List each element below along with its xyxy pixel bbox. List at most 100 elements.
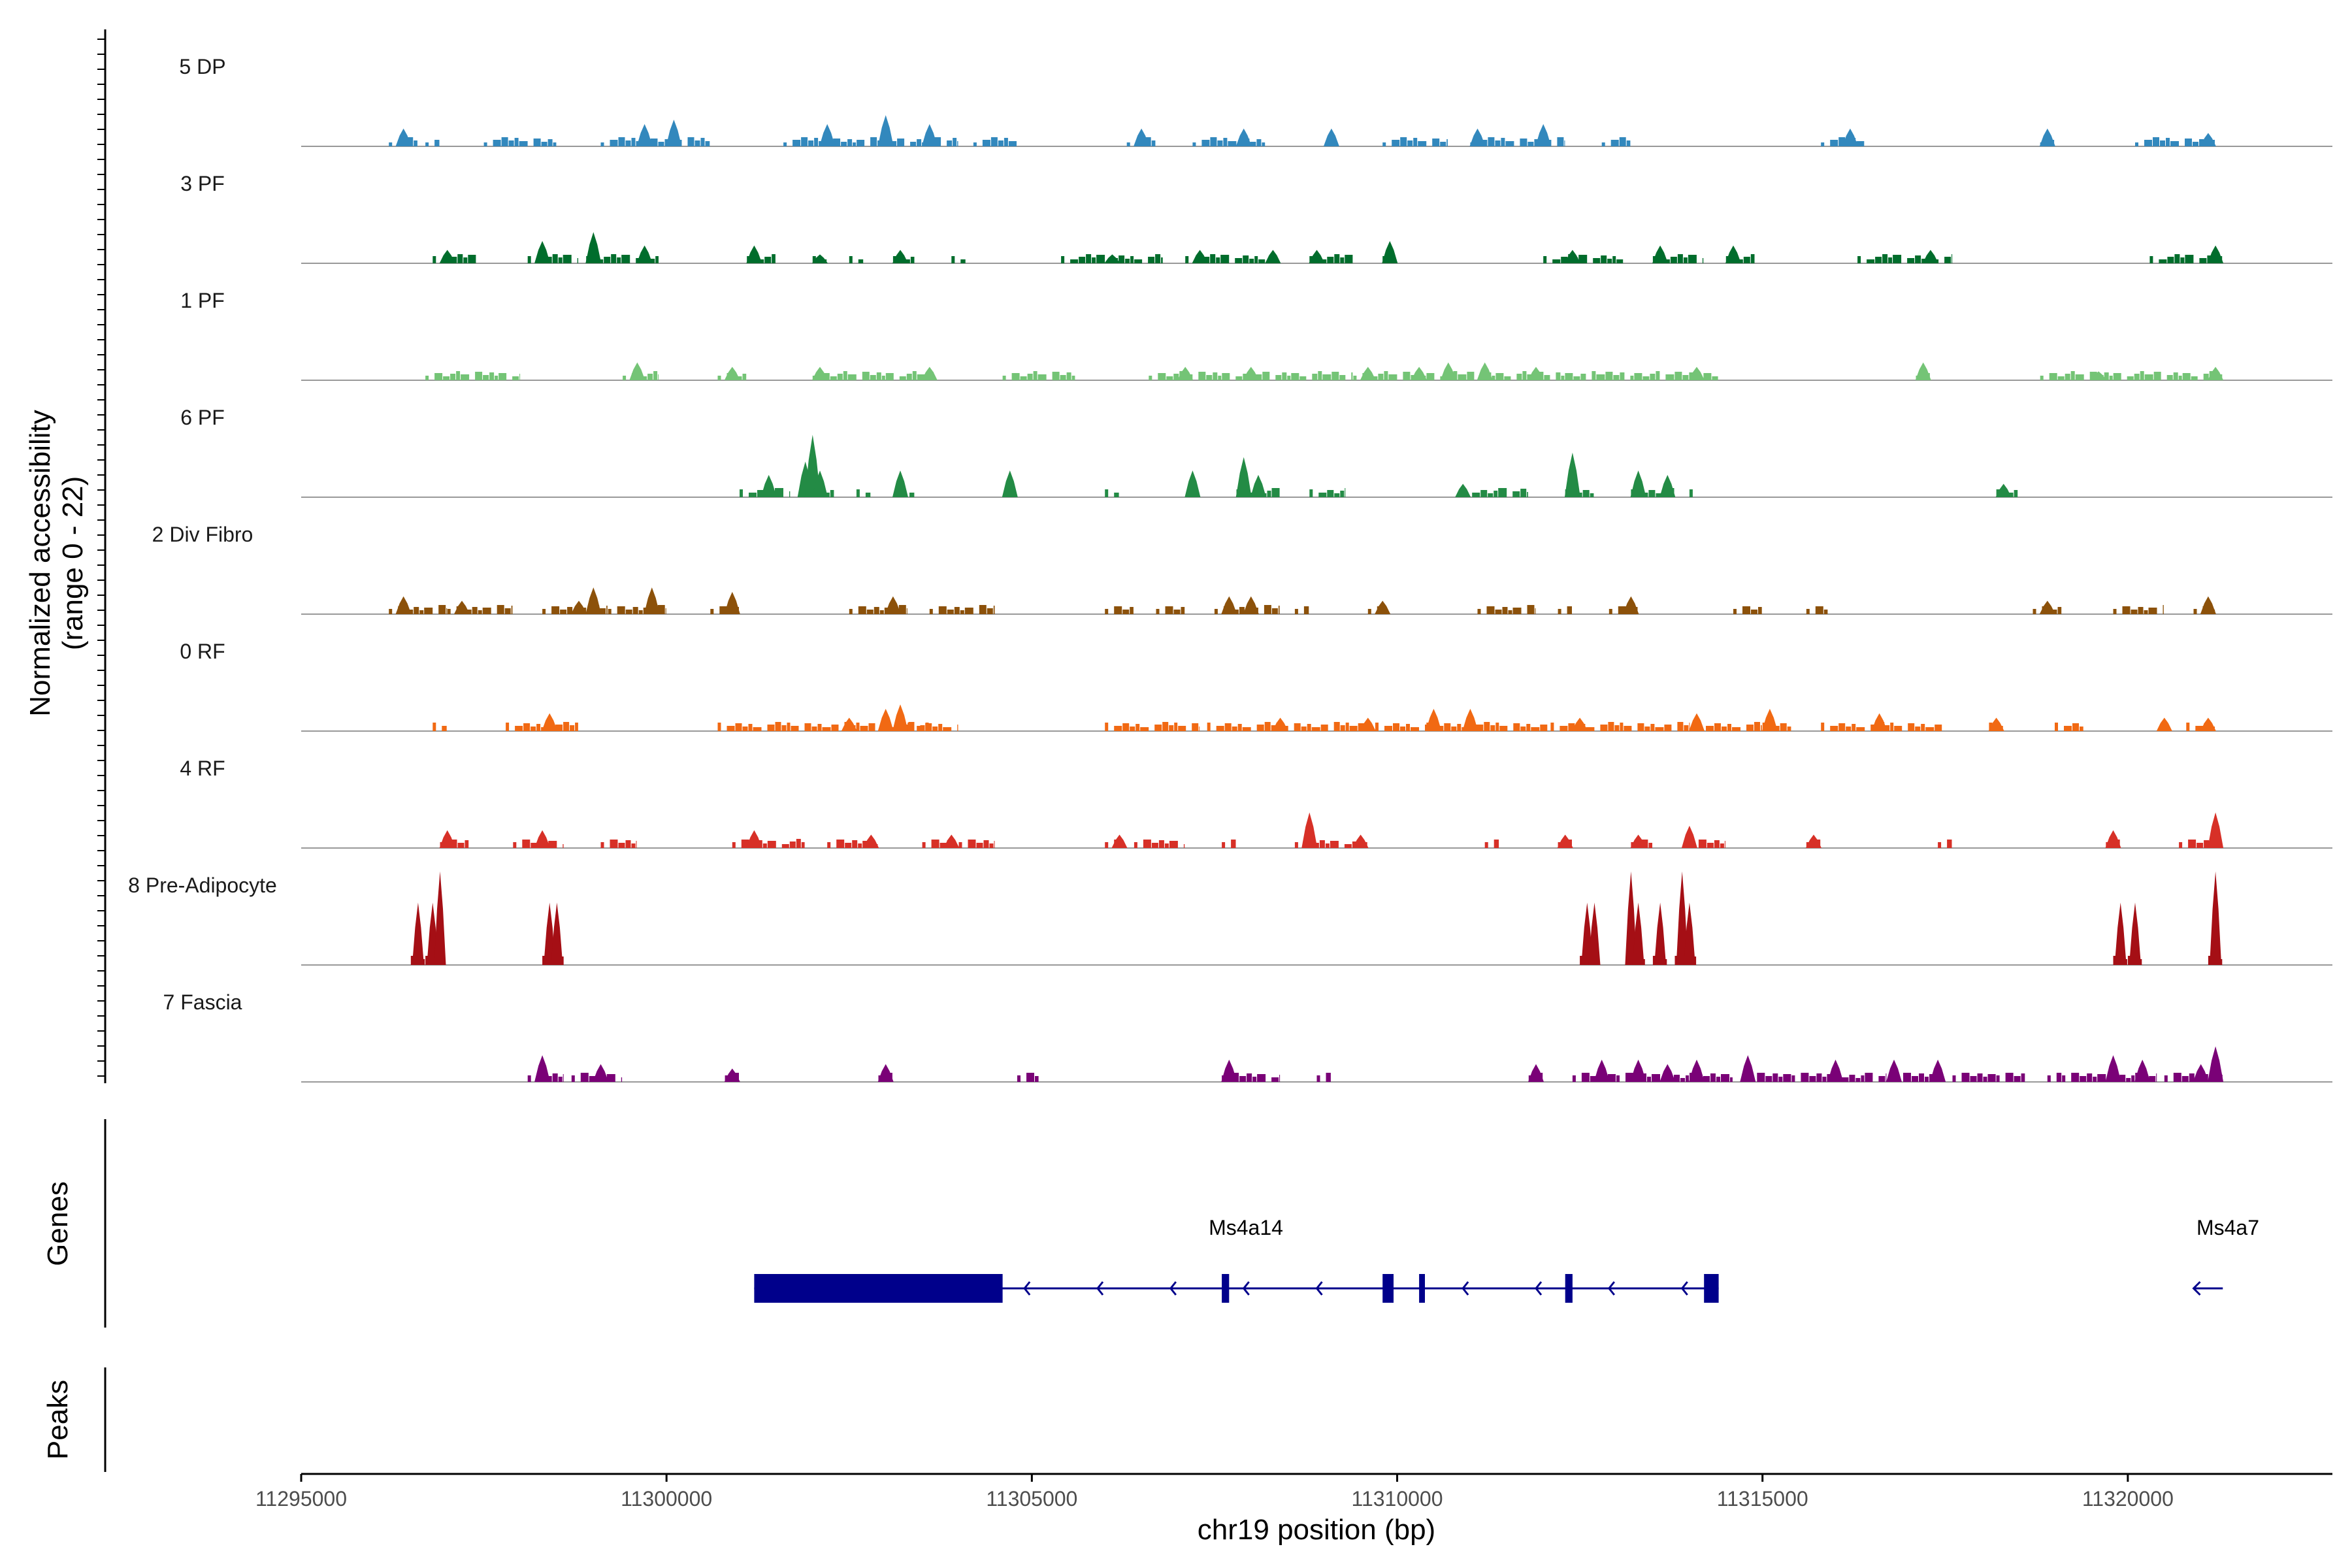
coverage-bar xyxy=(1017,1075,1021,1082)
coverage-bar xyxy=(623,376,627,380)
coverage-peak xyxy=(1564,250,1580,263)
coverage-bar xyxy=(580,1073,589,1082)
coverage-bar xyxy=(1201,140,1210,146)
coverage-bar xyxy=(1502,607,1508,614)
coverage-bar xyxy=(1637,723,1644,731)
coverage-bar xyxy=(1330,841,1339,848)
coverage-bar xyxy=(1169,841,1178,848)
coverage-bar xyxy=(617,257,621,263)
coverage-bar xyxy=(2156,1073,2157,1082)
coverage-peak xyxy=(2105,830,2121,848)
coverage-bar xyxy=(1527,605,1535,614)
coverage-bar xyxy=(489,372,495,380)
coverage-bar xyxy=(1856,141,1865,146)
coverage-peak xyxy=(1111,834,1128,848)
coverage-bar xyxy=(1816,1073,1822,1082)
coverage-bar xyxy=(658,142,664,146)
coverage-bar xyxy=(1322,374,1331,380)
coverage-bar xyxy=(1181,607,1185,614)
coverage-bar xyxy=(631,843,636,848)
coverage-peak xyxy=(1440,362,1456,380)
coverage-bar xyxy=(1670,257,1677,263)
coverage-bar xyxy=(1875,257,1882,263)
coverage-bar xyxy=(1912,1076,1918,1082)
coverage-bar xyxy=(811,727,817,731)
coverage-peak xyxy=(1689,1059,1705,1082)
coverage-bar xyxy=(1027,374,1033,380)
coverage-bar xyxy=(727,726,735,731)
coverage-bar xyxy=(705,141,710,146)
gene-exon xyxy=(1704,1274,1719,1303)
coverage-bar xyxy=(1527,492,1528,497)
x-tick-label: 11305000 xyxy=(986,1487,1077,1511)
coverage-bar xyxy=(425,956,429,965)
coverage-bar xyxy=(1642,376,1650,380)
coverage-bar xyxy=(1206,375,1213,380)
coverage-bar xyxy=(1178,726,1186,731)
coverage-bar xyxy=(837,374,843,380)
coverage-bar xyxy=(1130,727,1135,731)
coverage-bar xyxy=(1815,606,1823,614)
coverage-bar xyxy=(450,374,456,380)
coverage-bar xyxy=(450,257,457,263)
coverage-bar xyxy=(947,140,953,146)
coverage-bar xyxy=(1486,606,1495,614)
coverage-peak xyxy=(571,600,587,614)
coverage-peak xyxy=(434,871,446,965)
coverage-bar xyxy=(1600,725,1608,731)
coverage-bar xyxy=(1947,840,1952,848)
coverage-peak xyxy=(2114,902,2127,965)
coverage-peak xyxy=(1528,367,1544,380)
coverage-bar xyxy=(567,607,573,614)
coverage-peak xyxy=(1659,474,1676,497)
coverage-bar xyxy=(647,374,653,380)
coverage-peak xyxy=(1002,470,1018,497)
coverage-bar xyxy=(1340,257,1345,263)
coverage-bar xyxy=(2097,1074,2106,1082)
coverage-peak xyxy=(2210,871,2222,965)
coverage-peak xyxy=(877,1064,894,1082)
coverage-bar xyxy=(1237,724,1242,731)
coverage-bar xyxy=(1907,258,1915,263)
coverage-bar xyxy=(827,842,831,848)
coverage-bar xyxy=(856,489,860,497)
coverage-peak xyxy=(1623,596,1639,614)
coverage-bar xyxy=(1375,723,1379,731)
coverage-bar xyxy=(1154,725,1162,731)
coverage-bar xyxy=(1838,137,1846,146)
coverage-bar xyxy=(1590,493,1594,497)
coverage-peak xyxy=(439,250,455,263)
coverage-bar xyxy=(655,256,659,263)
coverage-bar xyxy=(1287,376,1291,380)
coverage-bar xyxy=(542,609,546,614)
coverage-peak xyxy=(2105,1055,2121,1082)
coverage-bar xyxy=(906,374,912,380)
coverage-bar xyxy=(617,606,625,614)
coverage-bar xyxy=(2181,1076,2189,1082)
coverage-bar xyxy=(831,725,839,731)
coverage-bar xyxy=(843,371,847,380)
coverage-bar xyxy=(1411,727,1419,731)
coverage-bar xyxy=(410,956,414,965)
coverage-peak xyxy=(644,587,660,614)
coverage-bar xyxy=(868,723,875,731)
coverage-bar xyxy=(735,723,742,731)
coverage-bar xyxy=(1214,609,1218,614)
coverage-bar xyxy=(1552,259,1561,263)
coverage-peak xyxy=(585,587,602,614)
coverage-bar xyxy=(495,376,498,380)
coverage-bar xyxy=(1935,725,1942,731)
coverage-bar xyxy=(1339,375,1346,380)
coverage-bar xyxy=(938,606,947,614)
coverage-bar xyxy=(1451,727,1457,731)
coverage-bar xyxy=(857,140,865,146)
coverage-peak xyxy=(1382,240,1398,263)
coverage-bar xyxy=(1092,257,1096,263)
coverage-bar xyxy=(1458,374,1467,380)
coverage-bar xyxy=(1619,137,1626,146)
coverage-bar xyxy=(1291,373,1299,380)
coverage-bar xyxy=(1580,374,1586,380)
coverage-bar xyxy=(536,724,541,731)
coverage-bar xyxy=(1440,142,1446,146)
coverage-bar xyxy=(2047,1075,2051,1082)
